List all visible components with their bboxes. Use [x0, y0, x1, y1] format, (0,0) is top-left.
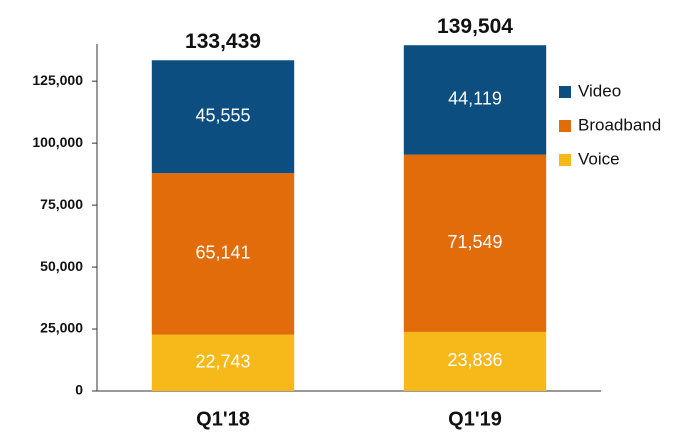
segment-label: 65,141 [195, 243, 250, 263]
bar-segment [151, 60, 295, 174]
x-tick-label: Q1'18 [196, 408, 250, 430]
y-tick-label: 125,000 [32, 72, 83, 88]
bar-segment [151, 334, 295, 391]
legend-swatch [559, 120, 571, 132]
bar-segment [151, 173, 295, 335]
segment-label: 23,836 [447, 350, 502, 370]
legend-swatch [559, 154, 571, 166]
x-tick-label: Q1'19 [448, 408, 502, 430]
segment-label: 45,555 [195, 105, 250, 125]
total-label: 139,504 [437, 15, 513, 38]
y-tick-label: 50,000 [40, 258, 83, 274]
y-tick-label: 0 [75, 382, 83, 398]
bar-segment [403, 45, 547, 155]
y-tick-label: 25,000 [40, 320, 83, 336]
y-tick-label: 75,000 [40, 196, 83, 212]
bar-segment [403, 154, 547, 332]
segment-label: 71,549 [447, 232, 502, 252]
legend-label: Broadband [578, 115, 661, 134]
legend-swatch [559, 86, 571, 98]
segment-label: 22,743 [195, 352, 250, 372]
legend-label: Voice [578, 149, 620, 168]
total-label: 133,439 [185, 30, 261, 53]
segment-label: 44,119 [448, 89, 502, 109]
legend-label: Video [578, 81, 621, 100]
bar-segment [403, 331, 547, 391]
y-tick-label: 100,000 [32, 134, 83, 150]
